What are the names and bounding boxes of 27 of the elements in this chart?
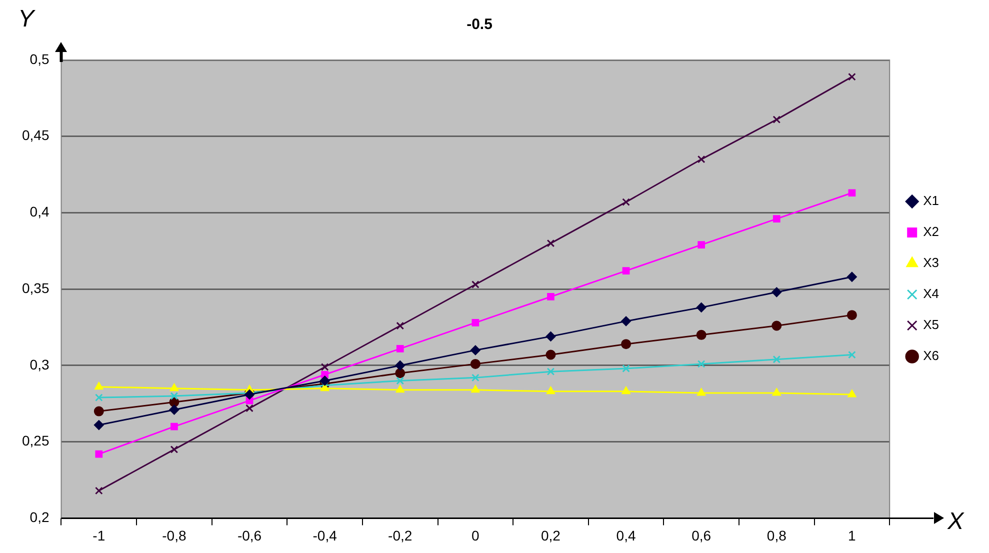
x-tick-label: -0,6 <box>237 527 262 544</box>
x-tick-label: -0,4 <box>312 527 338 544</box>
x-tick-label: 0,8 <box>766 527 787 544</box>
legend-label: X1 <box>923 193 940 208</box>
x-tick-label: 0,4 <box>616 527 636 544</box>
legend-label: X3 <box>923 255 940 270</box>
y-tick-label: 0,25 <box>22 432 50 449</box>
x-tick-label: 1 <box>848 527 856 544</box>
x-tick-label: -1 <box>92 527 106 544</box>
legend-label: X5 <box>923 317 940 332</box>
chart-title: -0.5 <box>466 16 492 34</box>
x-tick-label: 0 <box>472 527 480 544</box>
y-tick-label: 0,3 <box>30 356 50 372</box>
x-axis-title: X <box>946 508 965 535</box>
y-tick-label: 0,35 <box>22 280 50 296</box>
y-tick-label: 0,2 <box>30 509 50 526</box>
y-axis-title: Y <box>18 6 36 33</box>
x-tick-label: 0,6 <box>692 527 712 544</box>
legend-label: X6 <box>923 348 940 364</box>
x-tick-label: -0,8 <box>162 527 186 544</box>
y-tick-label: 0,4 <box>30 204 50 220</box>
x-tick-label: -0,2 <box>388 527 412 544</box>
legend-label: X2 <box>923 224 940 240</box>
x-tick-label: 0,2 <box>540 527 561 544</box>
y-tick-label: 0,45 <box>22 127 50 144</box>
y-tick-label: 0,5 <box>30 50 50 67</box>
legend-label: X4 <box>923 286 940 302</box>
